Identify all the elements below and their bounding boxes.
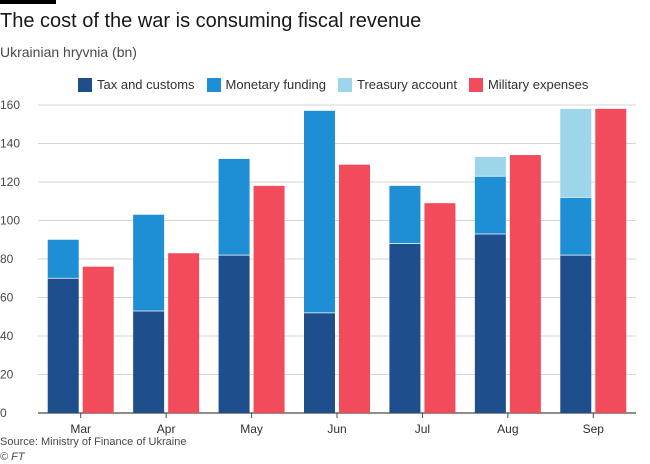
source-note: Source: Ministry of Finance of Ukraine (0, 436, 187, 448)
legend-swatch-treasury (338, 77, 352, 92)
legend-item-tax: Tax and customs (78, 77, 195, 92)
legend-label-treasury: Treasury account (357, 77, 457, 92)
bar-segment (389, 243, 421, 413)
bar-military (424, 203, 456, 413)
bar-military (595, 108, 627, 413)
bar-military (253, 185, 285, 413)
bars (47, 108, 627, 414)
bar-segment (560, 255, 592, 413)
chart-subtitle: Ukrainian hryvnia (bn) (0, 44, 137, 60)
gridlines (38, 104, 636, 414)
x-tick-label: May (240, 422, 263, 436)
bar-segment (474, 233, 506, 413)
bar-segment (304, 110, 335, 313)
legend-swatch-tax (78, 77, 92, 92)
x-tick-label: Sep (583, 422, 605, 436)
y-tick-label: 100 (0, 214, 20, 228)
legend-item-monetary: Monetary funding (206, 77, 326, 92)
legend-item-military: Military expenses (468, 77, 589, 92)
bar-segment (218, 255, 250, 413)
legend-label-tax: Tax and customs (97, 77, 195, 92)
chart-title: The cost of the war is consuming fiscal … (0, 10, 422, 32)
x-axis-ticks: Mar Apr May Jun Jul Aug Sep (70, 413, 604, 436)
bar-military (82, 266, 114, 413)
legend-label-monetary: Monetary funding (225, 77, 326, 92)
y-tick-label: 140 (0, 137, 20, 151)
y-tick-label: 160 (0, 98, 20, 112)
y-axis-ticks: 0 20 40 60 80 100 120 140 160 (0, 98, 20, 420)
y-tick-label: 80 (0, 252, 14, 266)
x-tick-label: Aug (497, 422, 518, 436)
x-tick-label: Jul (415, 422, 430, 436)
credit-note: © FT (0, 451, 25, 463)
y-tick-label: 20 (0, 368, 14, 382)
legend-item-treasury: Treasury account (338, 77, 457, 92)
bar-segment (304, 312, 335, 413)
bar-segment (133, 310, 165, 413)
legend-swatch-monetary (206, 77, 221, 92)
bar-segment (474, 156, 506, 177)
bar-segment (389, 185, 421, 244)
y-tick-label: 60 (0, 291, 14, 305)
bar-military (339, 164, 370, 413)
y-tick-label: 40 (0, 329, 14, 343)
bar-segment (47, 278, 79, 413)
bar-segment (560, 197, 592, 256)
header-accent-bar (0, 0, 56, 4)
x-tick-label: Mar (70, 422, 91, 436)
legend-swatch-military (468, 77, 483, 92)
legend: Tax and customs Monetary funding Treasur… (78, 77, 600, 92)
bar-military (168, 253, 200, 413)
x-tick-label: Jun (327, 422, 346, 436)
bar-military (509, 155, 541, 414)
bar-segment (560, 108, 592, 198)
legend-label-military: Military expenses (487, 77, 589, 92)
bar-segment (47, 239, 79, 279)
bar-segment (133, 214, 165, 311)
bar-segment (218, 158, 250, 256)
y-tick-label: 0 (0, 406, 7, 420)
bar-segment (474, 176, 506, 234)
y-tick-label: 120 (0, 175, 20, 189)
x-tick-label: Apr (157, 422, 176, 436)
